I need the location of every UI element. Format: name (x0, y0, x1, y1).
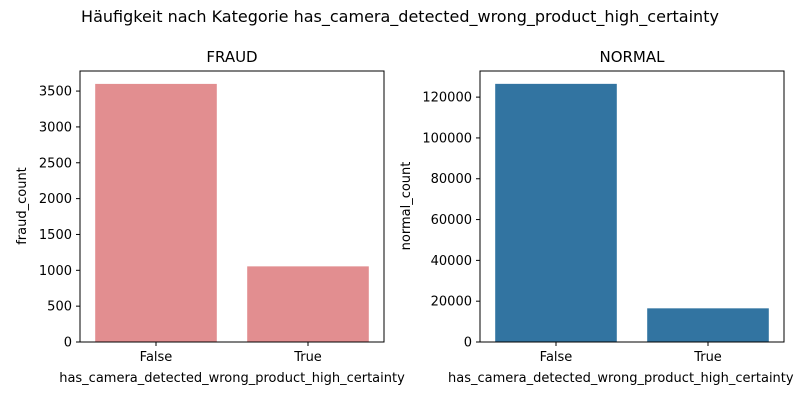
normal-x-tick-label: False (540, 350, 573, 365)
fraud-subplot-title: FRAUD (206, 48, 257, 66)
normal-y-tick-label: 100000 (422, 131, 472, 146)
normal-y-tick-label: 120000 (422, 91, 472, 106)
normal-y-axis-label: normal_count (399, 162, 414, 251)
fraud-subplot: FRAUD has_camera_detected_wrong_product_… (15, 48, 405, 386)
normal-subplot: NORMAL has_camera_detected_wrong_product… (399, 48, 794, 386)
normal-y-tick-label: 20000 (431, 295, 472, 310)
fraud-y-tick-label: 3500 (39, 85, 72, 100)
normal-y-tick-label: 0 (464, 336, 472, 351)
normal-y-tick-label: 40000 (431, 254, 472, 269)
fraud-x-tick-label: False (140, 350, 173, 365)
fraud-y-axis-label: fraud_count (15, 167, 30, 245)
normal-axes-frame (479, 70, 785, 343)
fraud-y-tick-label: 0 (64, 336, 72, 351)
normal-bar-true (647, 308, 769, 342)
fraud-y-tick-label: 2500 (39, 156, 72, 171)
fraud-y-tick-label: 1500 (39, 228, 72, 243)
normal-y-tick-label: 80000 (431, 172, 472, 187)
fraud-y-tick-label: 1000 (39, 264, 72, 279)
fraud-y-tick-label: 2000 (39, 192, 72, 207)
normal-y-tick-label: 60000 (431, 213, 472, 228)
fraud-axes-frame (79, 70, 385, 343)
fraud-bar-false (95, 83, 217, 343)
fraud-y-tick-label: 500 (47, 300, 72, 315)
fraud-bar-true (247, 266, 369, 342)
normal-x-axis-label: has_camera_detected_wrong_product_high_c… (448, 371, 794, 386)
normal-subplot-title: NORMAL (599, 48, 665, 66)
normal-x-tick-label: True (693, 350, 722, 365)
fraud-x-tick-label: True (293, 350, 322, 365)
fraud-y-tick-label: 3000 (39, 120, 72, 135)
figure-suptitle: Häufigkeit nach Kategorie has_camera_det… (81, 7, 719, 27)
normal-bar-false (495, 83, 617, 343)
fraud-x-axis-label: has_camera_detected_wrong_product_high_c… (59, 371, 405, 386)
